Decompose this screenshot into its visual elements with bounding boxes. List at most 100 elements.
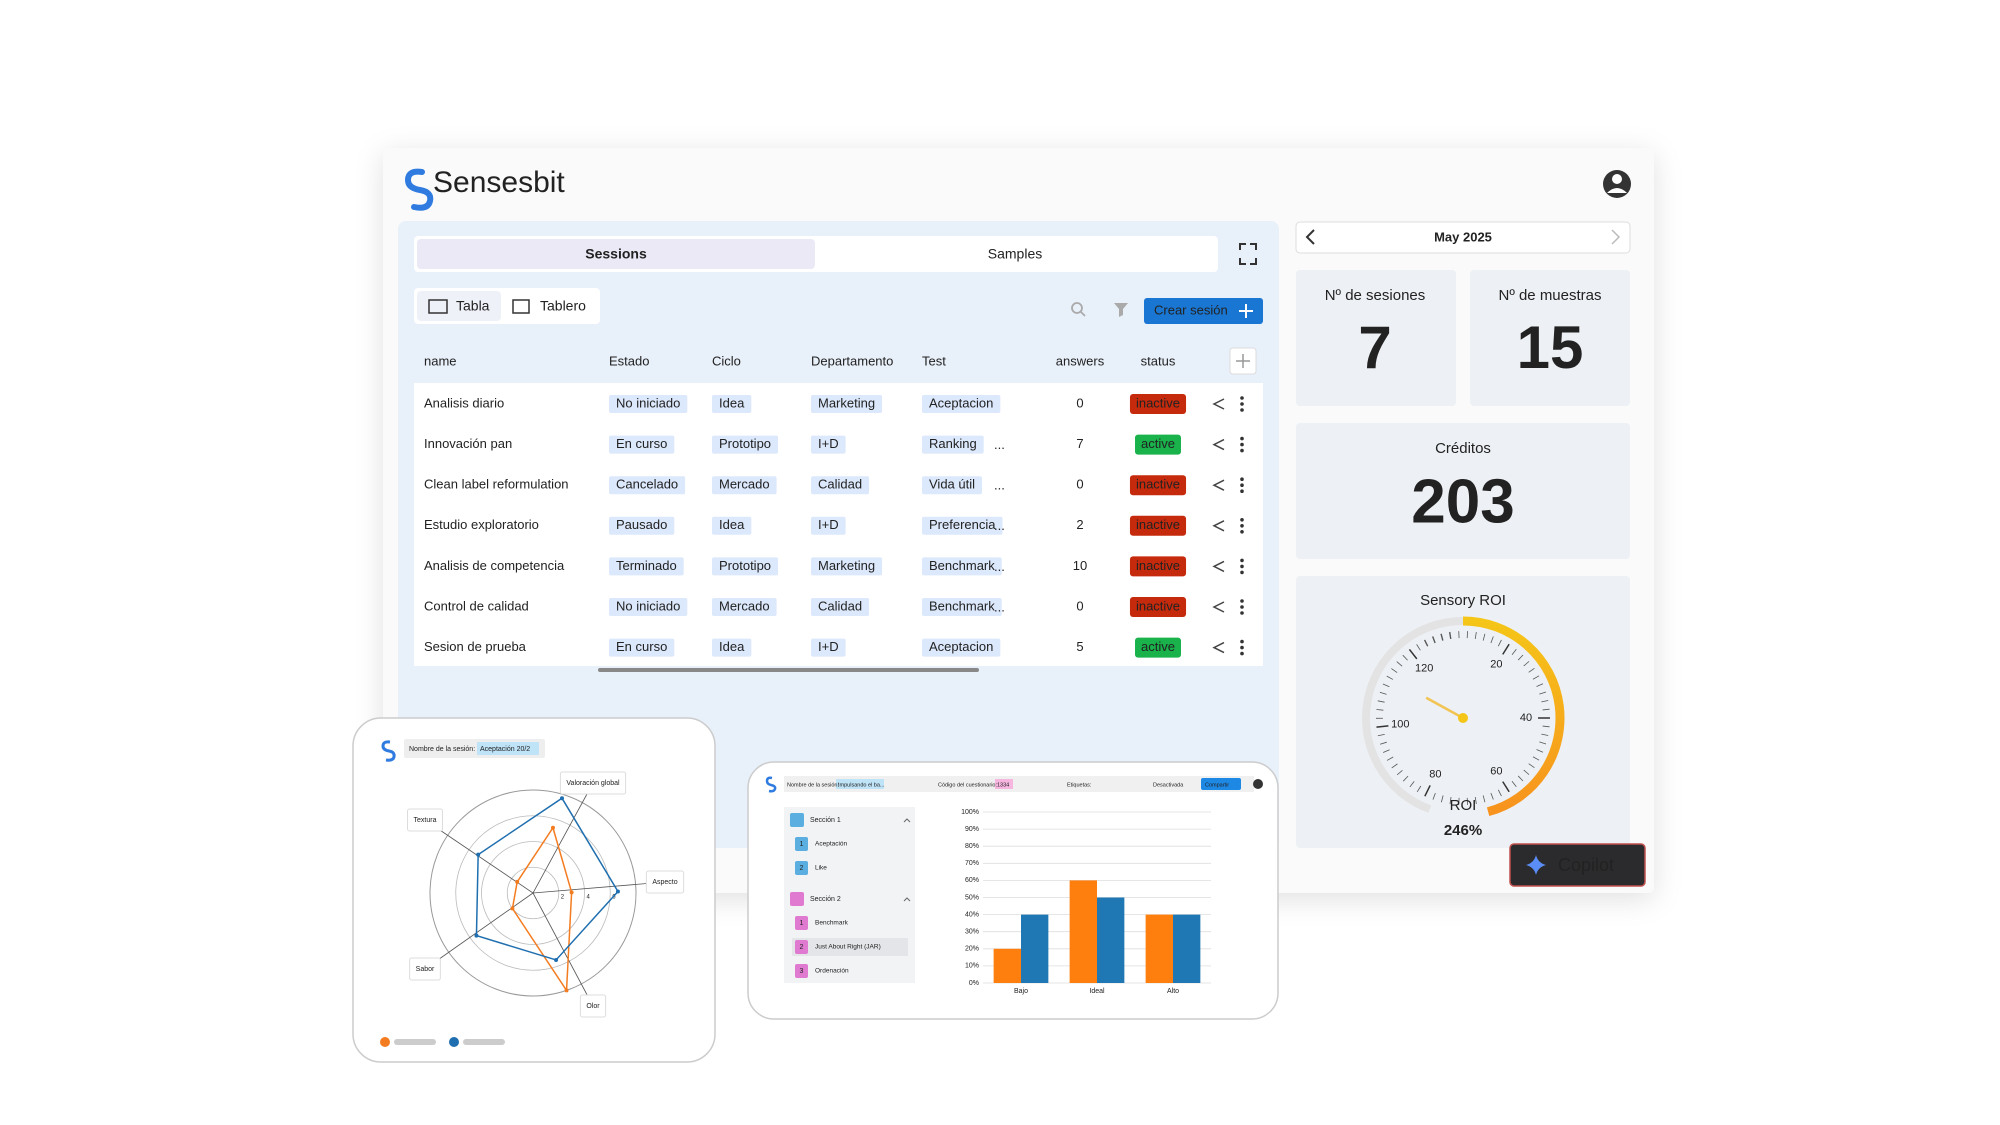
bar <box>1173 914 1201 983</box>
radar-ring <box>506 866 560 920</box>
status-bg <box>1129 556 1187 577</box>
gauge-minor-tick <box>1396 661 1403 667</box>
tag: Marketing <box>818 395 875 410</box>
y-tick-label: 30% <box>965 929 979 936</box>
status-bg <box>1129 475 1187 496</box>
item-label: Aceptación <box>815 841 848 848</box>
tag-bg <box>922 557 1002 576</box>
user-icon[interactable] <box>1603 170 1631 198</box>
radar-label-box <box>645 870 685 894</box>
cell-answers: 0 <box>1076 598 1083 613</box>
tab[interactable]: Sessions <box>585 246 647 262</box>
x-tick-label: Ideal <box>1089 988 1105 995</box>
add-column[interactable] <box>1229 347 1257 375</box>
mini-logo <box>381 740 396 762</box>
menu-dot <box>1240 651 1244 656</box>
gauge-minor-tick <box>1386 756 1394 761</box>
expand-icon[interactable] <box>1239 243 1257 265</box>
gauge-minor-tick <box>1379 741 1387 745</box>
create-button[interactable] <box>1144 298 1263 324</box>
cell-answers: 7 <box>1076 436 1083 451</box>
share-icon[interactable] <box>1212 601 1225 613</box>
gauge-minor-tick <box>1377 733 1385 737</box>
view-tab[interactable]: Tabla <box>456 298 490 314</box>
item-num: 3 <box>800 968 804 975</box>
next-month[interactable] <box>1611 229 1621 245</box>
gauge-minor-tick <box>1432 636 1436 644</box>
radar-point <box>615 889 620 894</box>
tag: Pausado <box>616 517 667 532</box>
cell-name: Analisis de competencia <box>424 558 565 573</box>
header-text: Desactivada <box>1153 782 1184 788</box>
gauge-tick-label: 20 <box>1490 658 1502 670</box>
item-label: Benchmark <box>815 920 849 927</box>
radar-label-box <box>579 994 607 1018</box>
tag: Mercado <box>719 477 770 492</box>
filter-icon[interactable] <box>1114 303 1128 317</box>
menu-dot <box>1240 645 1244 650</box>
share-icon[interactable] <box>1212 641 1225 654</box>
gauge-major-tick <box>1424 785 1431 797</box>
radar-axis <box>424 819 534 894</box>
tag: Benchmark <box>929 598 995 613</box>
tag-bg <box>922 598 1002 616</box>
gauge-major-tick <box>1408 648 1418 660</box>
share-button <box>1201 778 1241 790</box>
share-icon[interactable] <box>1212 398 1225 410</box>
column-header: status <box>1141 353 1176 368</box>
radar-ring <box>455 815 611 971</box>
search-icon[interactable] <box>1071 302 1086 317</box>
tag: Calidad <box>818 598 862 613</box>
radar-tick-label: 4 <box>587 895 591 901</box>
legend-bar <box>463 1039 505 1045</box>
share-icon[interactable] <box>1212 520 1225 532</box>
session-value: Aceptación 20/2 <box>480 746 530 753</box>
gauge-minor-tick <box>1449 631 1452 639</box>
share-icon[interactable] <box>1212 479 1225 491</box>
tag: No iniciado <box>616 395 680 410</box>
x-tick-label: Bajo <box>1014 988 1028 995</box>
tag-bg <box>922 476 983 495</box>
menu-dot <box>1240 558 1244 563</box>
tab[interactable]: Samples <box>988 246 1042 262</box>
status-bg <box>1135 637 1181 658</box>
gauge-major-tick <box>1376 725 1389 728</box>
gauge-minor-tick <box>1423 639 1428 647</box>
mini-user <box>1253 779 1263 789</box>
status-bg <box>1129 597 1187 617</box>
copilot-button[interactable] <box>1509 843 1646 887</box>
share-icon[interactable] <box>1212 560 1225 573</box>
gauge-minor-tick <box>1382 683 1390 688</box>
gauge-minor-tick <box>1424 639 1429 647</box>
roi-value: 246% <box>1444 822 1482 839</box>
view-tab[interactable]: Tablero <box>540 298 586 314</box>
tag: En curso <box>616 639 667 654</box>
tag: Idea <box>719 639 745 654</box>
radar-point <box>550 825 555 830</box>
column-header: Test <box>922 353 946 368</box>
menu-dot <box>1240 448 1244 453</box>
tag-bg <box>609 476 686 495</box>
gauge-minor-tick <box>1449 797 1452 805</box>
radar-point <box>474 933 479 938</box>
radar-axis-label: Sabor <box>416 966 435 973</box>
chevron <box>903 897 911 902</box>
header-hl <box>995 779 1013 789</box>
more-tests: ... <box>994 559 1005 574</box>
gauge-minor-tick <box>1523 661 1530 667</box>
gauge-minor-tick <box>1402 654 1408 661</box>
share-icon[interactable] <box>1212 438 1225 451</box>
gauge-minor-tick <box>1528 763 1535 768</box>
tag-bg <box>811 557 883 576</box>
radar-point <box>554 957 559 962</box>
stat-label: Nº de sesiones <box>1325 287 1426 304</box>
radar-label-box <box>409 957 441 981</box>
tag: Cancelado <box>616 477 678 492</box>
prev-month[interactable] <box>1305 229 1315 245</box>
tag-bg <box>609 638 675 657</box>
mini-logo <box>765 776 777 793</box>
calendar-nav <box>1295 221 1631 254</box>
gauge-minor-tick <box>1376 709 1384 711</box>
menu-dot <box>1240 489 1244 494</box>
gauge-tick-label: 60 <box>1490 765 1502 777</box>
